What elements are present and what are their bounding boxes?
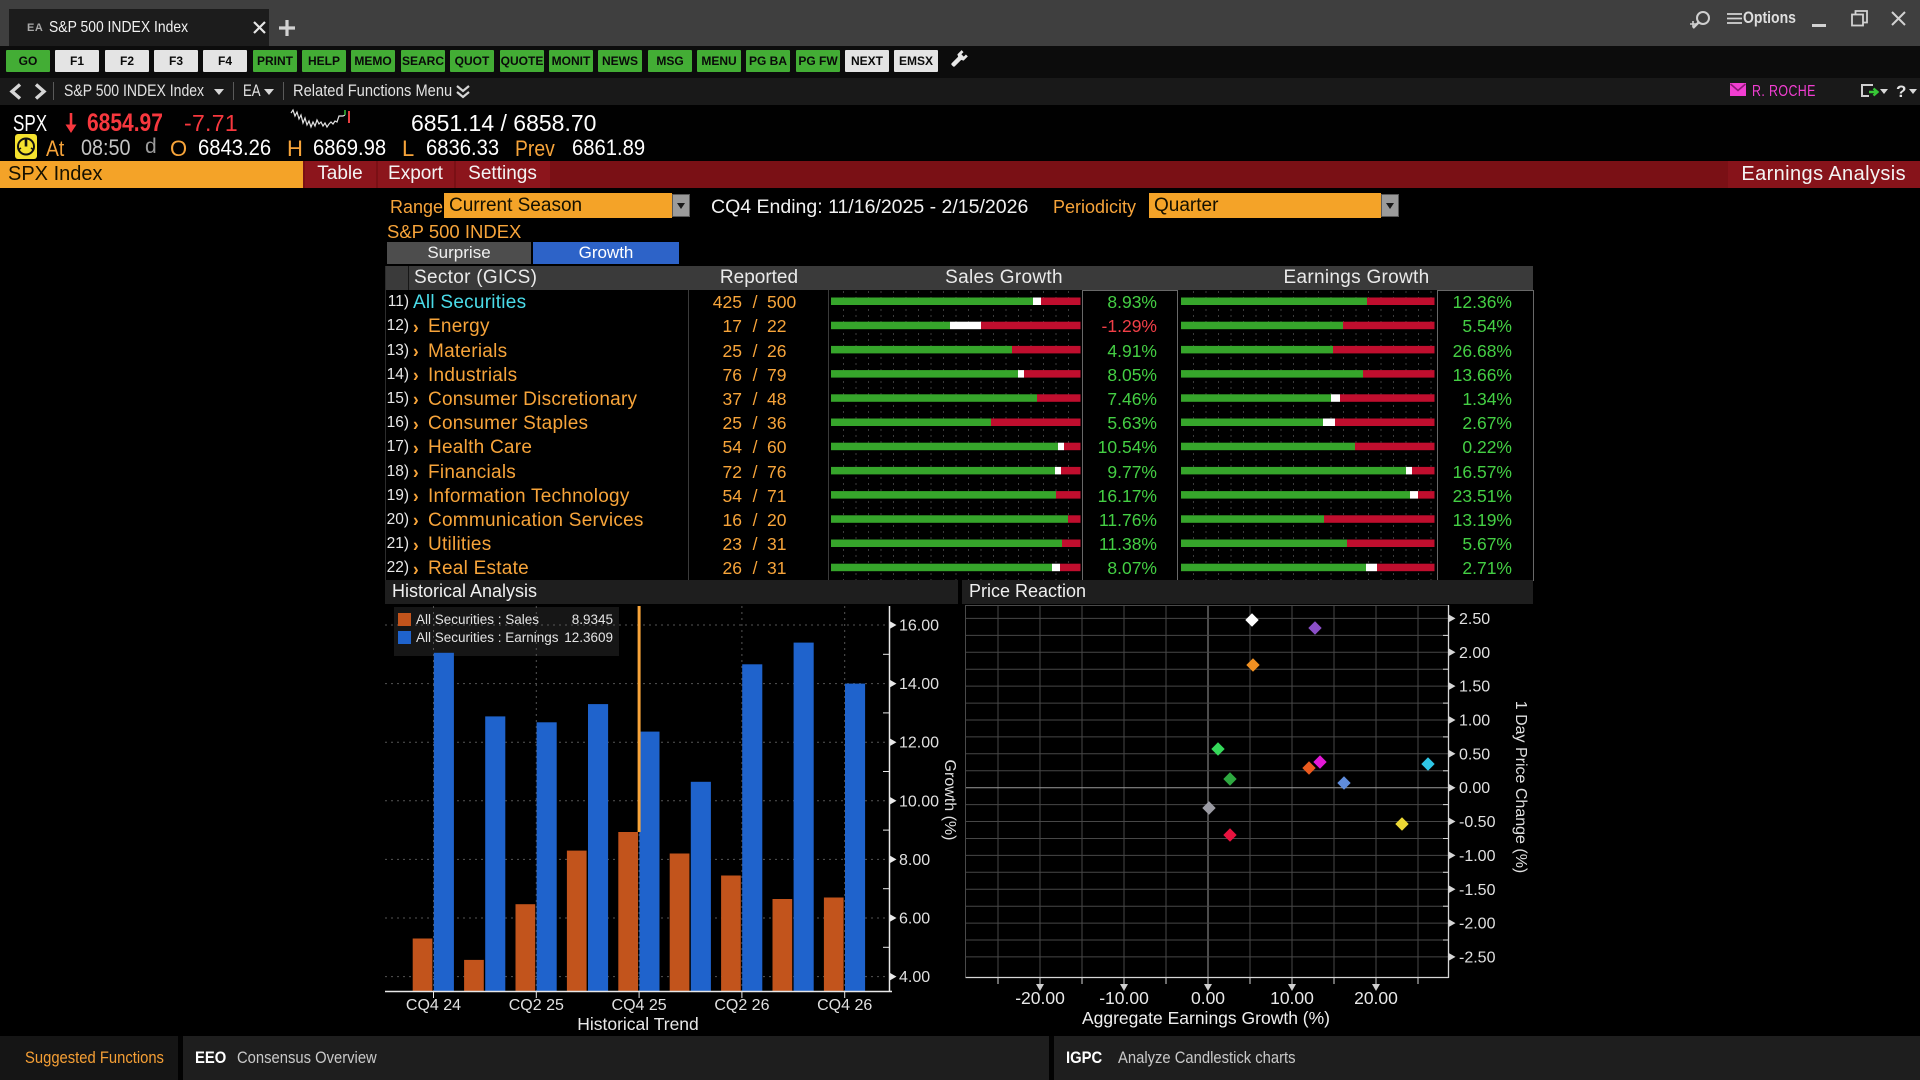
svg-text:-2.50: -2.50 bbox=[1459, 949, 1496, 966]
svg-text:12.00: 12.00 bbox=[899, 735, 939, 752]
svg-text:6.00: 6.00 bbox=[899, 911, 930, 928]
svg-text:-0.50: -0.50 bbox=[1459, 814, 1496, 831]
svg-text:-1.00: -1.00 bbox=[1459, 848, 1496, 865]
svg-text:2.50: 2.50 bbox=[1459, 611, 1490, 628]
svg-text:CQ2 25: CQ2 25 bbox=[509, 997, 564, 1014]
svg-text:1.00: 1.00 bbox=[1459, 713, 1490, 730]
svg-text:4.00: 4.00 bbox=[899, 969, 930, 986]
svg-text:All Securities : Earnings: All Securities : Earnings bbox=[416, 630, 559, 645]
svg-text:1 Day Price Change (%): 1 Day Price Change (%) bbox=[1512, 701, 1529, 874]
svg-text:All Securities : Sales: All Securities : Sales bbox=[416, 612, 539, 627]
svg-text:-10.00: -10.00 bbox=[1099, 988, 1149, 1008]
svg-text:8.00: 8.00 bbox=[899, 852, 930, 869]
svg-text:10.00: 10.00 bbox=[1270, 988, 1314, 1008]
svg-text:-1.50: -1.50 bbox=[1459, 882, 1496, 899]
svg-text:CQ4 24: CQ4 24 bbox=[406, 997, 461, 1014]
svg-text:CQ2 26: CQ2 26 bbox=[714, 997, 769, 1014]
svg-text:20.00: 20.00 bbox=[1354, 988, 1398, 1008]
svg-text:10.00: 10.00 bbox=[899, 793, 939, 810]
svg-text:CQ4 26: CQ4 26 bbox=[817, 997, 872, 1014]
svg-text:0.50: 0.50 bbox=[1459, 746, 1490, 763]
svg-text:12.3609: 12.3609 bbox=[564, 630, 613, 645]
svg-text:-2.00: -2.00 bbox=[1459, 916, 1496, 933]
svg-text:Aggregate Earnings Growth (%): Aggregate Earnings Growth (%) bbox=[1082, 1008, 1330, 1028]
svg-text:CQ4 25: CQ4 25 bbox=[612, 997, 667, 1014]
svg-text:Historical Trend: Historical Trend bbox=[577, 1014, 699, 1034]
svg-text:0.00: 0.00 bbox=[1191, 988, 1225, 1008]
svg-text:16.00: 16.00 bbox=[899, 618, 939, 635]
svg-text:0.00: 0.00 bbox=[1459, 780, 1490, 797]
svg-text:8.9345: 8.9345 bbox=[572, 612, 613, 627]
svg-text:1.50: 1.50 bbox=[1459, 679, 1490, 696]
svg-text:Growth (%): Growth (%) bbox=[941, 760, 958, 841]
svg-text:14.00: 14.00 bbox=[899, 676, 939, 693]
svg-text:-20.00: -20.00 bbox=[1015, 988, 1065, 1008]
svg-text:2.00: 2.00 bbox=[1459, 645, 1490, 662]
